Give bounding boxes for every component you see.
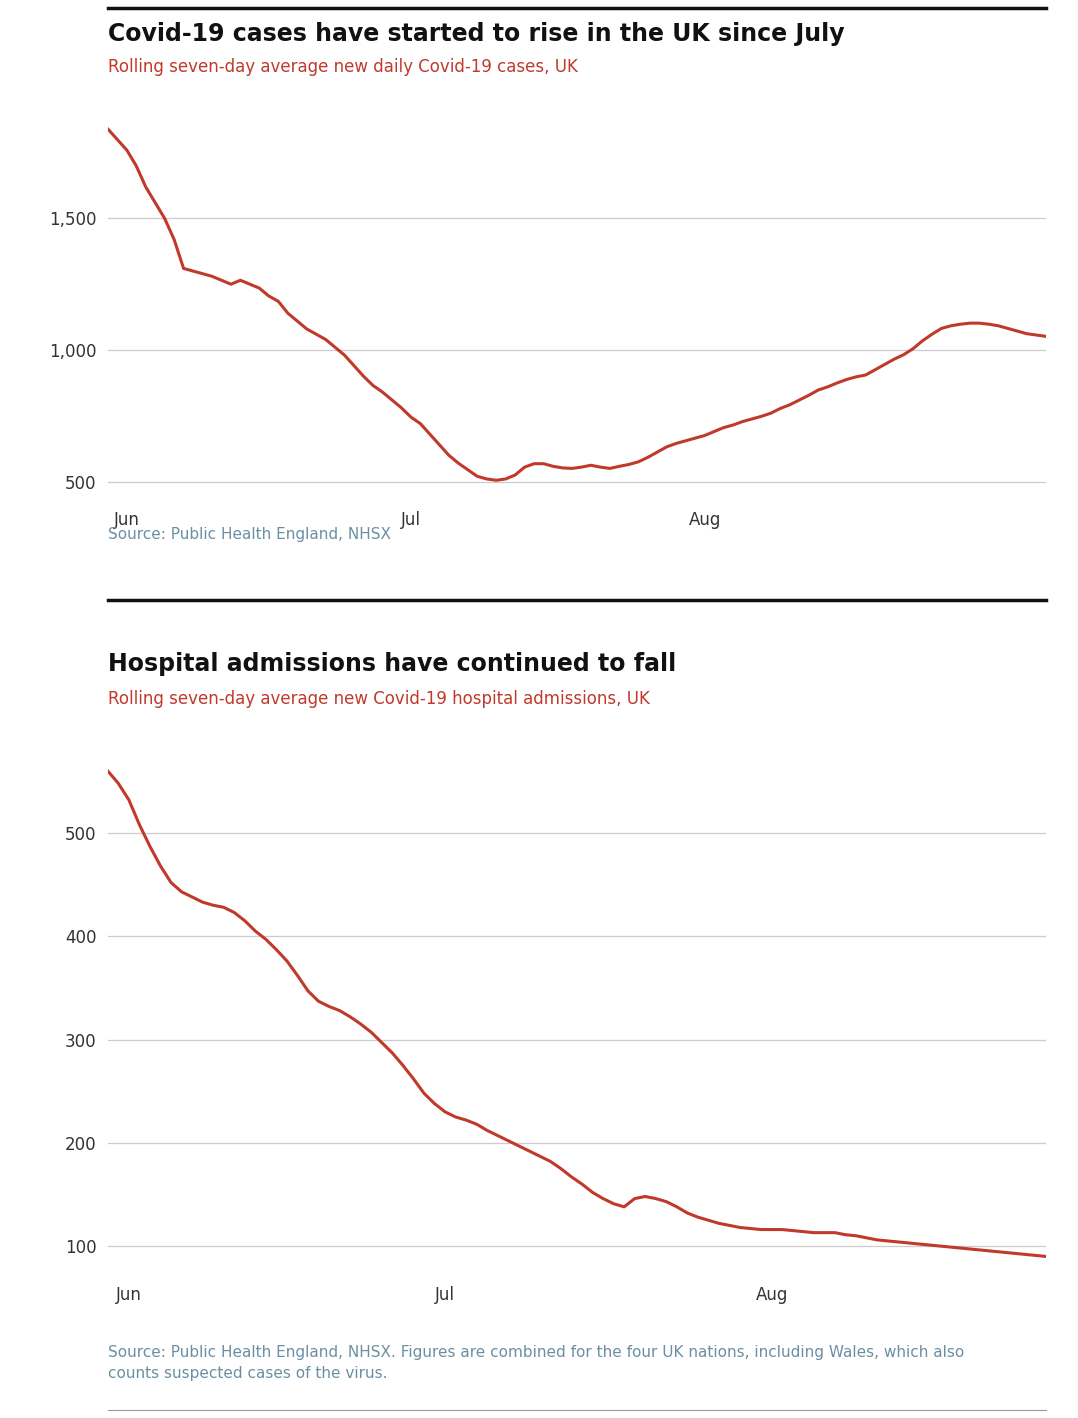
Text: Rolling seven-day average new daily Covid-19 cases, UK: Rolling seven-day average new daily Covi… [108, 58, 578, 77]
Text: Source: Public Health England, NHSX: Source: Public Health England, NHSX [108, 527, 391, 542]
Text: Covid-19 cases have started to rise in the UK since July: Covid-19 cases have started to rise in t… [108, 23, 844, 45]
Text: Source: Public Health England, NHSX. Figures are combined for the four UK nation: Source: Public Health England, NHSX. Fig… [108, 1346, 964, 1381]
Text: Rolling seven-day average new Covid-19 hospital admissions, UK: Rolling seven-day average new Covid-19 h… [108, 691, 650, 708]
Text: Hospital admissions have continued to fall: Hospital admissions have continued to fa… [108, 652, 676, 676]
